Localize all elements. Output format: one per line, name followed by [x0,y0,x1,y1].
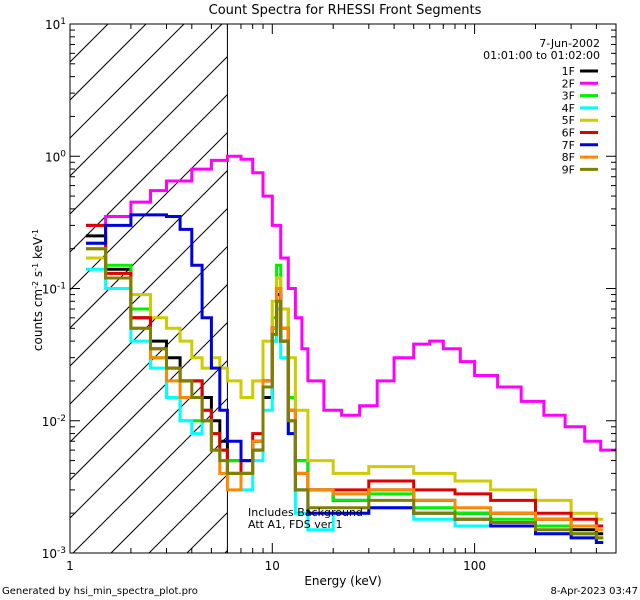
x-tick-labels: 1 10 100 [66,559,486,573]
time-range-label: 01:01:00 to 01:02:00 [483,49,600,62]
y-axis-label: counts cm-2 s-1 keV-1 [31,229,46,351]
hatch-line [70,24,299,253]
y-tick-label: 10-1 [42,282,66,297]
y-tick-labels: 10-3 10-2 10-1 100 101 [42,17,67,561]
y-tick-label: 10-2 [42,414,66,429]
x-tick-label: 1 [66,559,74,573]
chart-title: Count Spectra for RHESSI Front Segments [209,3,482,18]
series-line-5F [86,256,604,521]
legend-label-3F: 3F [562,90,575,103]
series-lines [86,154,616,544]
x-tick-label: 10 [265,559,280,573]
hatch-line [70,24,261,215]
x-tick-label: 100 [463,559,486,573]
series-line-9F [86,247,604,540]
x-axis-label: Energy (keV) [304,574,381,588]
y-tick-label: 100 [45,149,66,164]
excluded-energy-hatch [70,24,616,553]
attenuator-note: Att A1, FDS ver 1 [248,518,343,531]
hatch-line [70,24,223,177]
legend-label-6F: 6F [562,127,575,140]
background-note: Includes Background [248,506,363,519]
date-label: 7-Jun-2002 [539,37,600,50]
axis-ticks [69,23,617,554]
legend-label-1F: 1F [562,65,575,78]
series-line-2F [86,154,616,452]
y-tick-label: 101 [45,17,66,32]
timestamp-footer: 8-Apr-2023 03:47 [551,586,638,597]
legend-label-4F: 4F [562,102,575,115]
legend-label-8F: 8F [562,151,575,164]
generator-footer: Generated by hsi_min_spectra_plot.pro [2,586,198,597]
y-tick-label: 10-3 [42,546,66,561]
legend-label-2F: 2F [562,77,575,90]
legend-label-5F: 5F [562,114,575,127]
legend-label-9F: 9F [562,163,575,176]
hatch-line [70,24,185,139]
legend-label-7F: 7F [562,139,575,152]
